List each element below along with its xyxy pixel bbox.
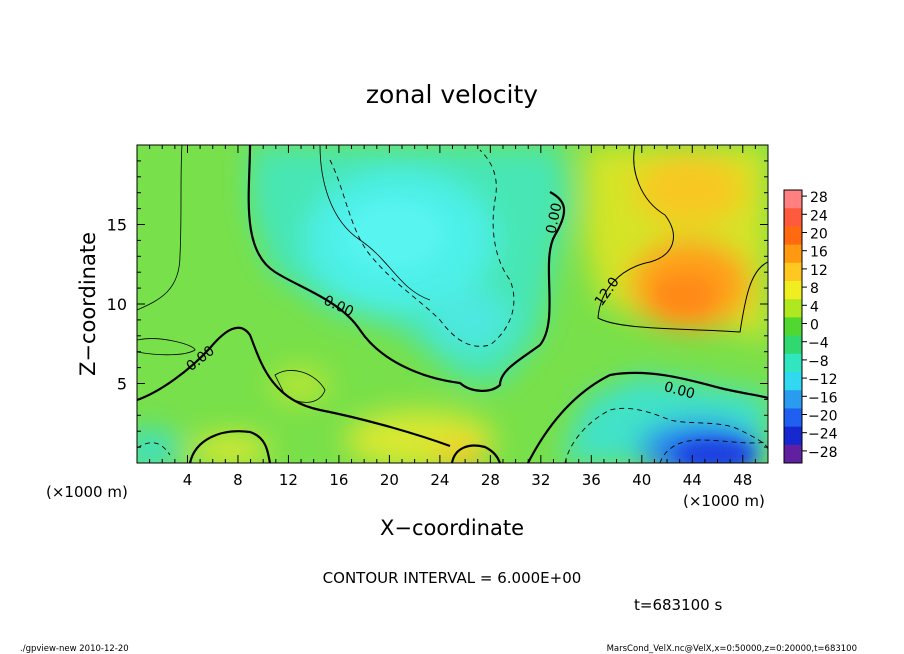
- neg-cyan-core: [345, 200, 445, 270]
- colorbar-label: 8: [810, 281, 819, 297]
- footer-right-meta: MarsCond_VelX.nc@VelX,x=0:50000,z=0:2000…: [607, 644, 857, 654]
- colorbar-label: 12: [810, 263, 828, 279]
- x-tick-label: 32: [531, 471, 550, 489]
- x-tick-label: 16: [329, 471, 348, 489]
- x-tick-label: 44: [683, 471, 702, 489]
- colorbar-label: 24: [810, 208, 828, 224]
- colorbar-label: −24: [808, 427, 838, 443]
- contour-interval-text: CONTOUR INTERVAL = 6.000E+00: [323, 569, 582, 587]
- colorbar-label: −8: [808, 354, 829, 370]
- colorbar-swatch: [784, 317, 802, 337]
- x-tick-label: 12: [279, 471, 298, 489]
- colorbar-label: 16: [810, 245, 828, 261]
- x-unit-right: (×1000 m): [683, 492, 765, 510]
- chart-title: zonal velocity: [366, 80, 538, 109]
- x-tick-label: 8: [233, 471, 243, 489]
- colorbar-label: 4: [810, 299, 819, 315]
- colorbar: 28 24 20 16 12 8 4 0 −4 −8 −12 −16 −20 −24 −28: [783, 189, 838, 464]
- x-unit-left: (×1000 m): [46, 483, 128, 501]
- colorbar-label: −16: [808, 390, 838, 406]
- contour-zero-right: [527, 371, 768, 463]
- colorbar-label: 20: [810, 227, 828, 243]
- x-tick-label: 48: [733, 471, 752, 489]
- colorbar-swatch: [784, 281, 802, 300]
- x-tick-label: 28: [481, 471, 500, 489]
- colorbar-label: −20: [808, 409, 838, 425]
- colorbar-label: 28: [810, 190, 828, 206]
- contour-neg-dashed-left: [137, 442, 171, 456]
- y-axis-label: Z−coordinate: [76, 232, 100, 376]
- x-axis-label: X−coordinate: [380, 516, 524, 540]
- colorbar-swatch: [784, 390, 802, 409]
- colorbar-swatch: [784, 299, 802, 318]
- contour-label: 0.00: [543, 201, 565, 235]
- x-tick-label: 24: [430, 471, 449, 489]
- neg-min-core: [675, 440, 755, 463]
- colorbar-label: −4: [808, 336, 829, 352]
- contour-field: [137, 145, 768, 463]
- x-tick-label: 40: [632, 471, 651, 489]
- contour-thin-left: [137, 145, 183, 311]
- contour-thin-left-ring: [137, 338, 196, 356]
- time-text: t=683100 s: [634, 596, 722, 614]
- x-tick-label: 36: [582, 471, 601, 489]
- neg-patch-left: [137, 428, 180, 463]
- colorbar-swatch: [784, 335, 802, 355]
- neg-core-center-2: [430, 290, 510, 350]
- colorbar-swatch: [784, 408, 802, 428]
- pos-core-right-2: [635, 155, 745, 225]
- pos-max-core: [655, 275, 715, 315]
- contour-zero-bottom-center: [450, 444, 502, 463]
- colorbar-swatch: [784, 353, 802, 373]
- colorbar-label: −12: [808, 372, 838, 388]
- colorbar-swatch: [784, 372, 802, 391]
- contour-twelve: [597, 145, 768, 333]
- colorbar-swatch: [784, 444, 802, 464]
- contour-label: 0.00: [662, 379, 696, 403]
- colorbar-swatch: [784, 262, 802, 282]
- contour-zero-bottom-left: [188, 430, 272, 463]
- contour-neg-dashed-inner: [659, 439, 768, 463]
- colorbar-frame: [783, 189, 803, 464]
- pos-patch-bottom-left: [190, 434, 270, 463]
- contour-neg-dashed-right: [564, 407, 768, 463]
- y-tick-label: 15: [107, 216, 127, 235]
- x-tick-label: 4: [183, 471, 193, 489]
- y-tick-label: 10: [107, 295, 127, 314]
- colorbar-label: −28: [808, 445, 838, 461]
- footer-left-meta: ./gpview-new 2010-12-20: [20, 644, 129, 654]
- colorbar-swatch: [784, 426, 802, 446]
- colorbar-swatch: [784, 190, 802, 209]
- colorbar-label: 0: [810, 318, 819, 334]
- y-tick-label: 5: [117, 375, 127, 394]
- x-tick-label: 20: [380, 471, 399, 489]
- colorbar-swatch: [784, 226, 802, 246]
- pos-core-bottom-center: [435, 440, 485, 463]
- colorbar-swatch: [784, 244, 802, 264]
- contour-zero-left: [137, 326, 451, 448]
- colorbar-swatch: [784, 208, 802, 227]
- contour-zero-upper: [247, 145, 566, 392]
- contour-thin-mid: [274, 370, 326, 403]
